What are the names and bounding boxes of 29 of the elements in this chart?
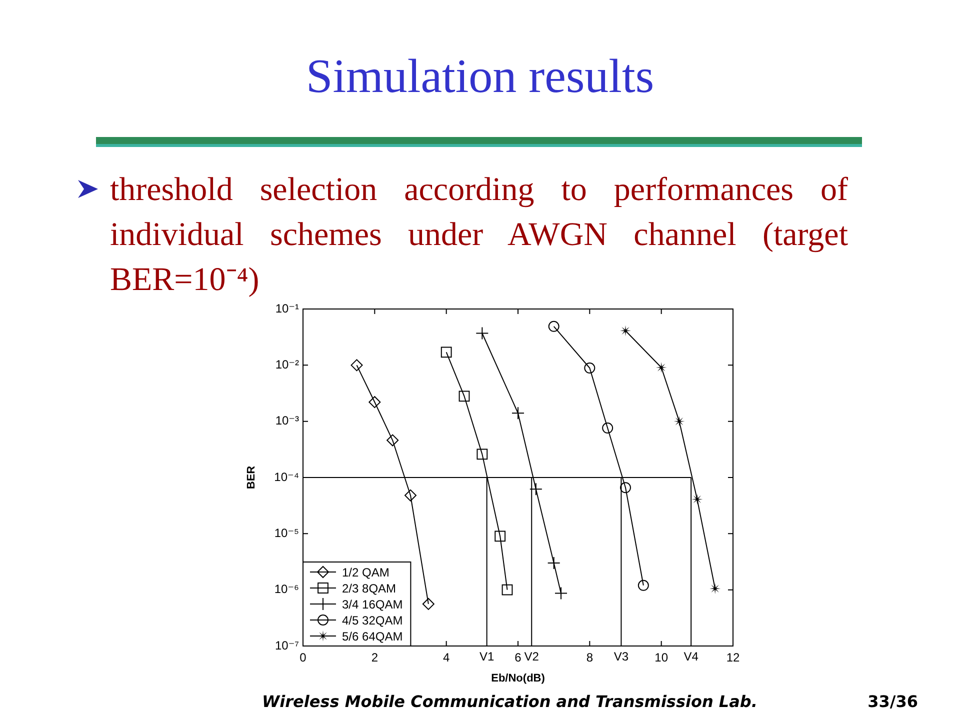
ref-line-label: V2: [524, 649, 540, 664]
text: Wireless Mobile Communication and Transmission Lab.: [262, 692, 758, 711]
x-tick-label: 12: [726, 650, 740, 665]
x-tick-label: 2: [371, 650, 378, 665]
x-tick-label: 0: [300, 650, 307, 665]
y-tick-label: 10⁻⁶: [274, 582, 300, 596]
y-tick-label: 10⁻³: [275, 414, 299, 428]
legend-label: 4/5 32QAM: [342, 613, 403, 628]
chart-title: Simulation results: [305, 49, 655, 105]
legend-label: 3/4 16QAM: [342, 597, 403, 612]
y-tick-label: 10⁻⁷: [274, 638, 299, 652]
legend-label: 1/2 QAM: [342, 565, 390, 580]
x-tick-label: 6: [514, 650, 522, 665]
chart-subtitle: threshold selection according to performances of individual schemes under AWGN channel (target BER=10⁻⁴): [110, 171, 848, 300]
y-axis-title: BER: [246, 466, 258, 490]
text: 33/36: [868, 692, 918, 711]
x-tick-label: 4: [442, 650, 450, 665]
legend-label: 5/6 64QAM: [342, 629, 403, 644]
x-tick-label: 10: [654, 650, 668, 665]
y-tick-label: 10⁻¹: [275, 301, 299, 316]
x-tick-label: 8: [586, 650, 594, 665]
y-tick-label: 10⁻⁵: [274, 526, 300, 540]
y-tick-label: 10⁻⁴: [274, 470, 299, 484]
ref-line-label: V3: [614, 649, 629, 664]
y-tick-label: 10⁻²: [275, 357, 299, 372]
ref-line-label: V4: [684, 649, 699, 664]
ref-line-label: V1: [479, 649, 494, 664]
x-axis-title: Eb/No(dB): [491, 672, 546, 684]
legend-label: 2/3 8QAM: [342, 581, 396, 596]
